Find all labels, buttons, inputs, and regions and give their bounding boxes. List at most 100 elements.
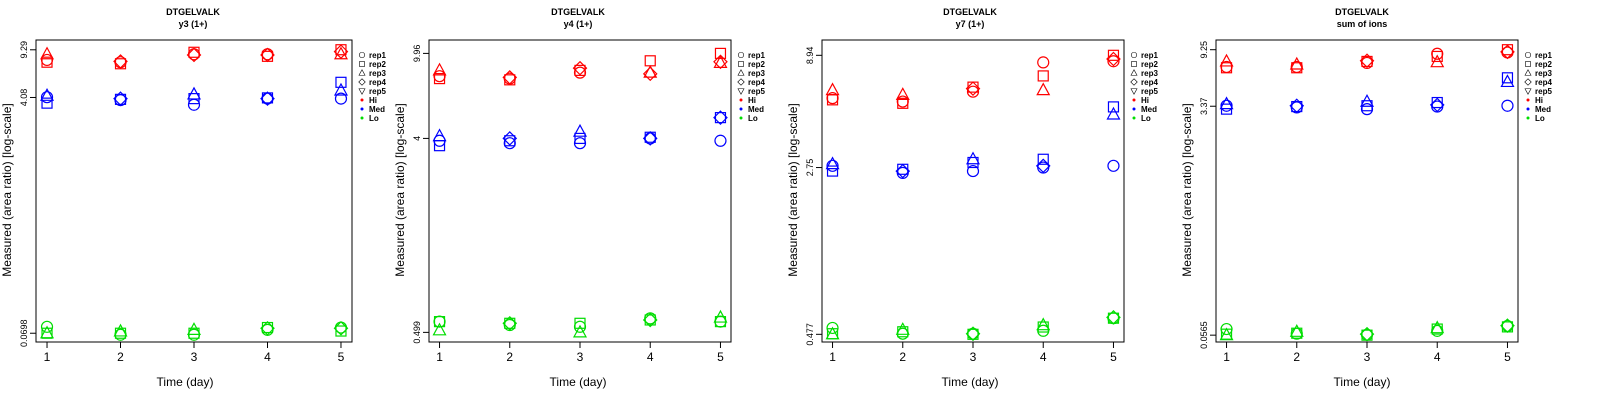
panel-2-xtick-label-5: 5: [717, 350, 724, 364]
panel-2-med-rep1-day5-point: [714, 134, 727, 147]
panel-2-legend-item-med: Med: [739, 105, 764, 114]
panel-2-lo-rep3-day5-point: [713, 309, 728, 323]
panel-4-lo-rep3-day1-point: [1219, 327, 1234, 341]
panel-1-med-rep2-day5-point: [335, 76, 347, 88]
panel-3-legend-item-med: Med: [1132, 105, 1157, 114]
panel-4-med-rep3-day5-point: [1500, 74, 1515, 88]
panel-2-hi-rep2-day4-point: [644, 55, 656, 67]
legend-rep2-label: rep2: [748, 60, 765, 69]
panel-3-lo-rep3-day4-point: [1036, 317, 1051, 331]
legend-med-label: Med: [1141, 105, 1157, 114]
legend-rep1-marker: [358, 51, 366, 59]
legend-rep5-label: rep5: [1535, 87, 1552, 96]
legend-hi-label: Hi: [1535, 96, 1543, 105]
panel-2-lo-rep2-day1-point: [433, 316, 446, 328]
panel-3-med-rep1-day5-point: [1107, 159, 1120, 172]
panel-1-title: DTGELVALK: [166, 7, 220, 17]
panel-4-legend-item-rep5: rep5: [1524, 87, 1552, 96]
panel-3-hi-rep3-day2-point: [895, 87, 910, 100]
legend-rep4-marker: [1130, 78, 1138, 86]
panel-1-ytick-label-2: 4.08: [19, 89, 29, 107]
panel-1-hi-rep4-day2-point: [113, 54, 128, 69]
panel-2-hi-rep2-day1-point: [433, 72, 446, 85]
panel-2-hi-rep4-day4-point: [642, 66, 658, 82]
panel-2-ytick-label-3: 9.96: [412, 45, 422, 63]
panel-4-xtick-label-1: 1: [1223, 350, 1230, 364]
panel-4-legend-item-rep1: rep1: [1524, 51, 1552, 60]
legend-hi-label: Hi: [748, 96, 756, 105]
panel-4-legend-item-rep4: rep4: [1524, 78, 1552, 87]
legend-rep2-label: rep2: [1535, 60, 1552, 69]
panel-3-med-rep2-day5-point: [1107, 101, 1120, 113]
panel-3-med-rep4-day4-point: [1035, 158, 1051, 174]
panel-4-hi-rep1-day4-point: [1431, 47, 1444, 60]
panel-3-lo-rep1-day1-point: [826, 321, 839, 335]
panel-2-ytick-label-1: 0.499: [412, 321, 422, 344]
panel-2-med-rep1-day2-point: [503, 137, 516, 150]
panel-2-hi-rep1-day3-point: [573, 66, 587, 79]
panel-3-hi-rep2-day5-point: [1107, 49, 1120, 61]
panel-1-legend-item-rep2: rep2: [359, 60, 386, 69]
panel-4-lo-rep3-day2-point: [1289, 324, 1304, 337]
legend-rep2-label: rep2: [1141, 60, 1158, 69]
panel-4-title: DTGELVALK: [1335, 7, 1389, 17]
panel-2-hi-rep3-day1-point: [432, 62, 447, 76]
panel-1-xtick-label-5: 5: [338, 350, 345, 364]
panel-1-med-rep3-day3-point: [186, 86, 202, 100]
legend-rep2-marker: [738, 61, 744, 67]
legend-lo-dot: [739, 116, 743, 120]
panel-3-med-rep4-day2-point: [895, 163, 911, 179]
panel-4-ytick-label-1: 0.0565: [1199, 321, 1209, 349]
panel-1-med-rep1-day5-point: [334, 92, 348, 105]
chart-panel-4: DTGELVALK sum of ions Time (day) Measure…: [1180, 7, 1552, 389]
legend-rep4-marker: [737, 78, 745, 86]
legend-lo-label: Lo: [1141, 114, 1151, 123]
panel-3-hi-rep1-day5-point: [1107, 55, 1120, 68]
panel-2-xtick-label-2: 2: [506, 350, 513, 364]
legend-rep3-marker: [1130, 69, 1138, 76]
panel-4-hi-rep2-day4-point: [1431, 50, 1443, 63]
legend-med-dot: [1526, 107, 1530, 111]
panel-4-hi-rep4-day5-point: [1500, 44, 1515, 60]
panel-4-hi-rep2-day1-point: [1220, 62, 1233, 74]
chart-panel-2: DTGELVALK y4 (1+) Time (day) Measured (a…: [393, 7, 765, 389]
legend-rep2-marker: [1525, 61, 1531, 67]
panel-1-hi-rep4-day3-point: [186, 47, 202, 63]
panel-2-med-rep2-day3-point: [574, 132, 586, 145]
panel-2-legend-item-rep5: rep5: [737, 87, 765, 96]
panel-2-hi-rep3-day4-point: [643, 64, 658, 78]
panel-4-subtitle: sum of ions: [1337, 19, 1388, 29]
legend-lo-dot: [360, 116, 364, 120]
panel-2-med-rep4-day4-point: [642, 131, 658, 146]
panel-2-lo-rep2-day2-point: [504, 317, 516, 329]
legend-rep5-marker: [358, 88, 366, 95]
panel-3-xtick-label-3: 3: [970, 350, 977, 364]
panel-3-hi-rep3-day1-point: [825, 82, 840, 96]
legend-rep2-label: rep2: [369, 60, 386, 69]
panel-1-hi-rep4-day4-point: [260, 47, 275, 63]
legend-med-dot: [360, 107, 364, 111]
panel-3-plot-frame: [821, 39, 1125, 343]
panel-2-legend-item-rep4: rep4: [737, 78, 765, 87]
panel-3-legend-item-rep1: rep1: [1130, 51, 1158, 60]
panel-1-lo-rep4-day4-point: [260, 320, 275, 336]
panel-3-xtick-label-2: 2: [899, 350, 906, 364]
panel-1-marks: 1 2 3 4 5 0.0698 4.08 9.29 rep1rep2rep3rep4rep5H…: [19, 41, 386, 364]
panel-4-lo-rep2-day4-point: [1431, 323, 1443, 335]
legend-lo-label: Lo: [1535, 114, 1545, 123]
panel-2-legend-item-hi: Hi: [739, 96, 756, 105]
legend-rep3-marker: [737, 69, 745, 76]
legend-rep1-label: rep1: [369, 51, 386, 60]
legend-rep4-label: rep4: [1141, 78, 1158, 87]
panel-2-marks: 1 2 3 4 5 0.499 4 9.96 rep1rep2rep3rep4rep5HiMed…: [412, 45, 765, 364]
panel-3-legend-item-rep4: rep4: [1130, 78, 1158, 87]
panel-1-legend-item-lo: Lo: [360, 114, 379, 123]
panel-3-legend-item-rep3: rep3: [1130, 69, 1158, 78]
legend-rep1-marker: [737, 51, 745, 59]
panel-2-med-rep2-day2-point: [504, 135, 516, 147]
legend-lo-dot: [1132, 116, 1136, 120]
legend-rep1-label: rep1: [748, 51, 765, 60]
panel-1-med-rep2-day1-point: [41, 97, 53, 109]
panel-2-med-rep3-day1-point: [432, 128, 447, 142]
panel-4-ytick-label-3: 9.25: [1199, 41, 1209, 59]
